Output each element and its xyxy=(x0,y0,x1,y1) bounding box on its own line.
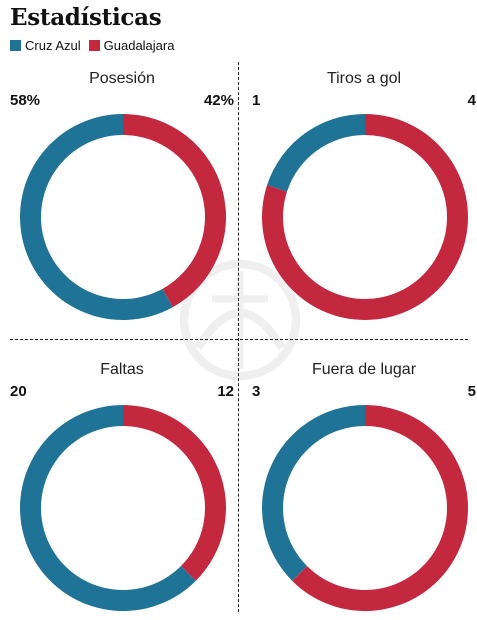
legend-swatch-cruz-azul xyxy=(10,40,21,51)
chart-faltas: Faltas 20 12 xyxy=(10,355,234,615)
chart-title: Faltas xyxy=(100,361,144,378)
value-cruz-azul: 1 xyxy=(252,92,261,109)
donut-slice-cruz-azul xyxy=(262,405,365,581)
value-guadalajara: 12 xyxy=(217,383,234,400)
value-cruz-azul: 20 xyxy=(10,383,27,400)
chart-title: Fuera de lugar xyxy=(311,361,417,378)
donut-chart xyxy=(262,114,468,320)
legend-item-cruz-azul: Cruz Azul xyxy=(10,38,81,53)
donut-chart xyxy=(262,405,468,611)
value-guadalajara: 5 xyxy=(467,383,476,400)
legend-label-cruz-azul: Cruz Azul xyxy=(25,38,81,53)
donut-slice-cruz-azul xyxy=(20,405,196,611)
chart-title: Tiros a gol xyxy=(326,70,402,87)
donut-slice-cruz-azul xyxy=(20,114,173,320)
value-guadalajara: 4 xyxy=(467,92,476,109)
donut-slice-guadalajara xyxy=(123,114,226,308)
chart-fuera-de-lugar: Fuera de lugar 3 5 xyxy=(252,355,476,615)
chart-tiros-a-gol: Tiros a gol 1 4 xyxy=(252,64,476,324)
value-cruz-azul: 58% xyxy=(10,92,41,109)
donut-slice-guadalajara xyxy=(123,405,226,581)
value-cruz-azul: 3 xyxy=(252,383,261,400)
watermark-seal-icon xyxy=(179,259,301,381)
chart-posesion: Posesión 58% 42% xyxy=(10,64,234,324)
legend-item-guadalajara: Guadalajara xyxy=(88,38,175,53)
value-guadalajara: 42% xyxy=(203,92,234,109)
vertical-divider xyxy=(238,62,239,612)
page-title: Estadísticas xyxy=(10,4,162,31)
donut-slice-cruz-azul xyxy=(267,114,365,192)
legend-label-guadalajara: Guadalajara xyxy=(103,38,175,53)
chart-title: Posesión xyxy=(89,70,155,87)
horizontal-divider xyxy=(10,339,468,340)
legend: Cruz Azul Guadalajara xyxy=(10,38,182,53)
donut-chart xyxy=(20,405,226,611)
legend-swatch-guadalajara xyxy=(88,40,100,51)
donut-slice-guadalajara xyxy=(292,405,468,611)
donut-chart xyxy=(20,114,226,320)
